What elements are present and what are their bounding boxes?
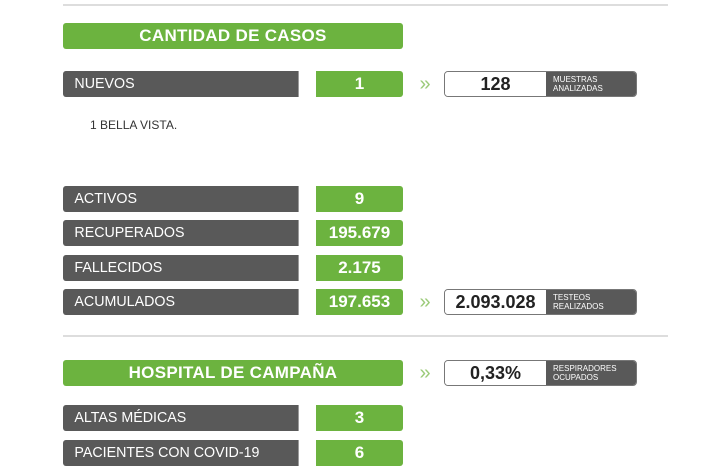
hospital-header: HOSPITAL DE CAMPAÑA [63,360,403,386]
altas-label: ALTAS MÉDICAS [63,405,299,431]
respiradores-label-1: RESPIRADORES [553,364,617,373]
divider [63,335,668,337]
double-chevron-right-icon: » [419,362,431,384]
fallecidos-value: 2.175 [316,255,403,281]
pacientes-label: PACIENTES CON COVID-19 [63,440,299,466]
acumulados-value: 197.653 [316,289,403,315]
double-chevron-right-icon: » [419,73,431,95]
nuevos-label: NUEVOS [63,71,299,97]
testeos-label: TESTEOS REALIZADOS [546,290,636,314]
muestras-box: 128 MUESTRAS ANALIZADAS [444,71,637,97]
acumulados-label: ACUMULADOS [63,289,299,315]
nuevos-value: 1 [316,71,403,97]
nuevos-note: 1 BELLA VISTA. [90,118,178,132]
pacientes-value: 6 [316,440,403,466]
muestras-label: MUESTRAS ANALIZADAS [546,72,636,96]
activos-label: ACTIVOS [63,186,299,212]
double-chevron-right-icon: » [419,291,431,313]
altas-value: 3 [316,405,403,431]
recuperados-value: 195.679 [316,220,403,246]
cases-header: CANTIDAD DE CASOS [63,23,403,49]
respiradores-label: RESPIRADORES OCUPADOS [546,361,636,385]
testeos-box: 2.093.028 TESTEOS REALIZADOS [444,289,637,315]
testeos-label-2: REALIZADOS [553,302,604,311]
fallecidos-label: FALLECIDOS [63,255,299,281]
muestras-label-1: MUESTRAS [553,75,598,84]
respiradores-box: 0,33% RESPIRADORES OCUPADOS [444,360,637,386]
testeos-label-1: TESTEOS [553,293,591,302]
testeos-value: 2.093.028 [445,290,546,314]
muestras-value: 128 [445,72,546,96]
divider [63,4,668,6]
recuperados-label: RECUPERADOS [63,220,299,246]
muestras-label-2: ANALIZADAS [553,84,603,93]
activos-value: 9 [316,186,403,212]
respiradores-label-2: OCUPADOS [553,373,599,382]
respiradores-value: 0,33% [445,361,546,385]
